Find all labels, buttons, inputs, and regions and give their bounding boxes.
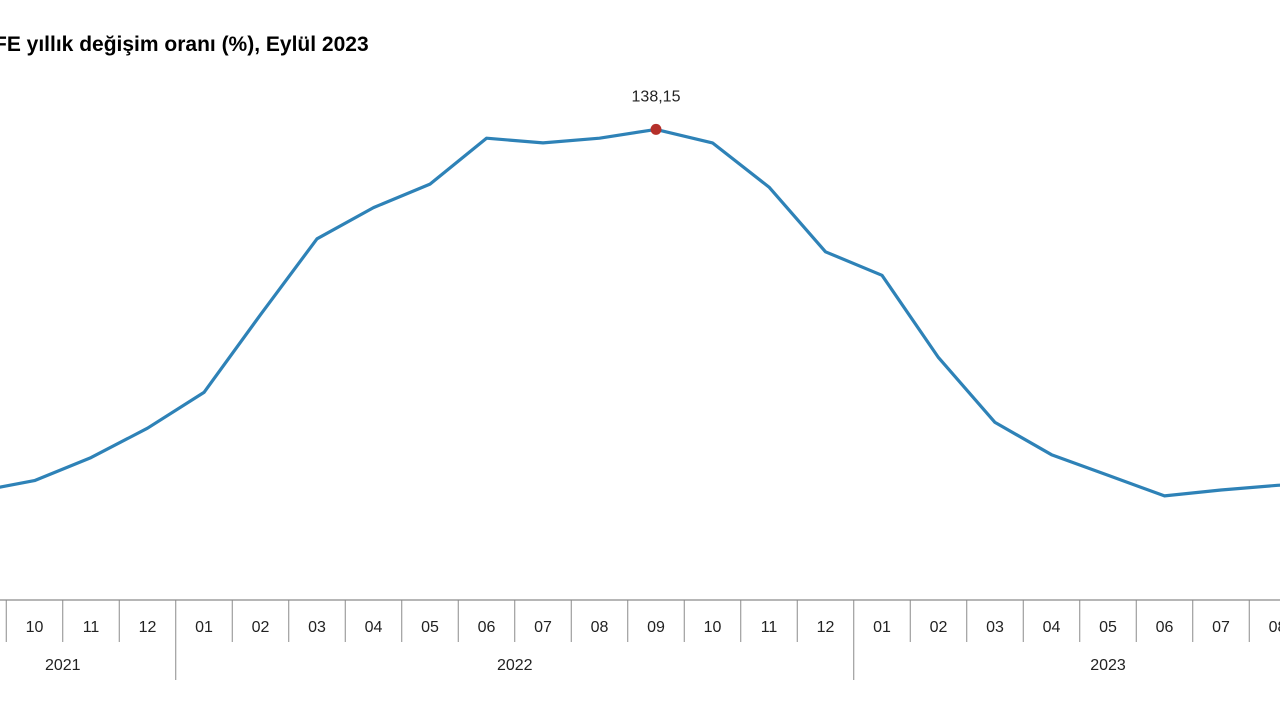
x-tick-label: 12	[817, 619, 835, 636]
x-tick-label: 11	[83, 619, 100, 636]
x-tick-label: 07	[534, 619, 552, 636]
year-label: 2022	[497, 657, 533, 674]
x-tick-label: 08	[1269, 619, 1280, 636]
x-axis: 0910111201020304050607080910111201020304…	[0, 599, 1280, 680]
chart-title: FE yıllık değişim oranı (%), Eylül 2023	[0, 33, 369, 56]
x-tick-label: 01	[873, 619, 891, 636]
year-label: 2023	[1090, 657, 1126, 674]
x-tick-label: 01	[195, 619, 213, 636]
series-layer	[0, 123, 1280, 498]
series-line	[0, 127, 1280, 498]
x-tick-label: 10	[704, 619, 722, 636]
x-tick-label: 03	[308, 619, 326, 636]
data-labels: 39,79138,1541,37	[632, 88, 681, 105]
x-tick-label: 08	[591, 619, 609, 636]
x-tick-label: 04	[1043, 619, 1061, 636]
year-label: 2021	[45, 657, 81, 674]
x-tick-label: 07	[1212, 619, 1230, 636]
x-tick-label: 05	[421, 619, 439, 636]
peak-marker	[650, 123, 662, 135]
x-tick-label: 02	[930, 619, 948, 636]
x-tick-label: 03	[986, 619, 1004, 636]
x-tick-label: 02	[252, 619, 270, 636]
x-tick-label: 12	[139, 619, 157, 636]
x-tick-label: 11	[761, 619, 778, 636]
x-tick-label: 06	[1156, 619, 1174, 636]
x-tick-label: 05	[1099, 619, 1117, 636]
x-tick-label: 10	[26, 619, 44, 636]
x-tick-label: 04	[365, 619, 383, 636]
data-label: 138,15	[632, 88, 681, 105]
x-tick-label: 09	[647, 619, 665, 636]
x-tick-label: 06	[478, 619, 496, 636]
